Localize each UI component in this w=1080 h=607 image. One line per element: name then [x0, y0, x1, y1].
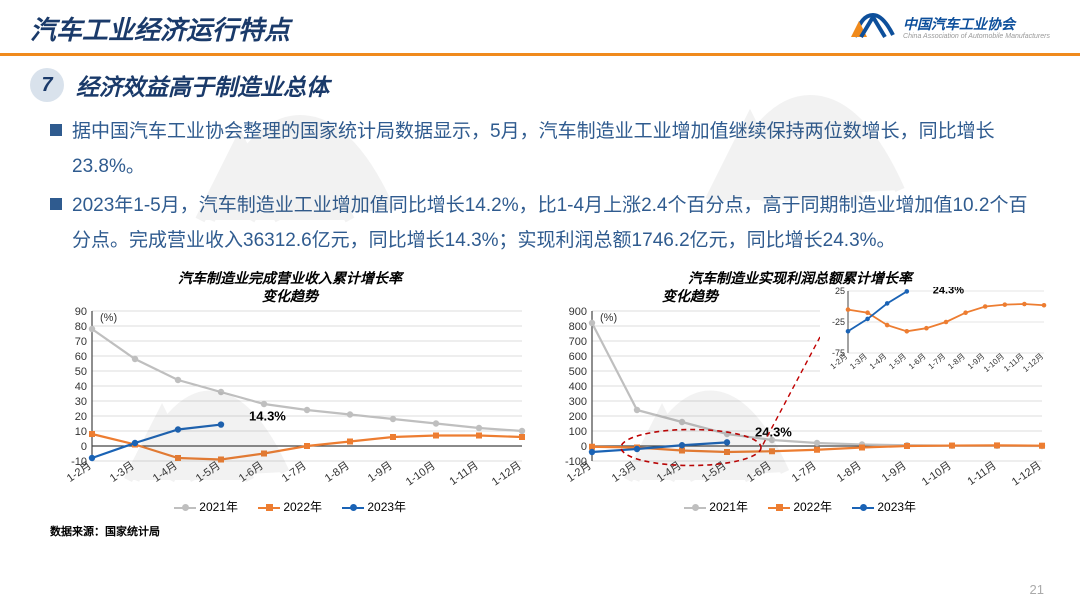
charts-row: 汽车制造业完成营业收入累计增长率 变化趋势 -10010203040506070… [0, 269, 1080, 515]
svg-text:1-3月: 1-3月 [108, 460, 137, 485]
svg-text:1-11月: 1-11月 [965, 460, 998, 488]
legend-item: 2023年 [342, 500, 406, 514]
svg-text:1-9月: 1-9月 [880, 460, 909, 485]
chart-right: 汽车制造业实现利润总额累计增长率 变化趋势 -10001002003004005… [550, 269, 1050, 515]
data-source-footnote: 数据来源：国家统计局 [0, 523, 1080, 539]
svg-text:60: 60 [75, 351, 87, 363]
svg-text:1-3月: 1-3月 [848, 351, 869, 370]
legend-item: 2021年 [174, 500, 238, 514]
svg-text:30: 30 [75, 396, 87, 408]
bullet-square-icon [50, 198, 62, 210]
section-title: 经济效益高于制造业总体 [76, 68, 329, 102]
section-number: 7 [30, 68, 64, 102]
svg-text:1-7月: 1-7月 [790, 460, 819, 485]
svg-text:24.3%: 24.3% [933, 287, 964, 296]
bullet-text: 据中国汽车工业协会整理的国家统计局数据显示，5月，汽车制造业工业增加值继续保持两… [72, 114, 1040, 184]
bullet-text: 2023年1-5月，汽车制造业工业增加值同比增长14.2%，比1-4月上涨2.4… [72, 188, 1040, 258]
svg-text:24.3%: 24.3% [755, 424, 792, 439]
svg-text:1-12月: 1-12月 [1021, 351, 1045, 373]
bullet-row: 2023年1-5月，汽车制造业工业增加值同比增长14.2%，比1-4月上涨2.4… [50, 188, 1040, 258]
svg-text:600: 600 [569, 351, 587, 363]
svg-text:70: 70 [75, 336, 87, 348]
svg-text:1-10月: 1-10月 [982, 351, 1006, 373]
legend-item: 2022年 [768, 500, 832, 514]
svg-text:1-5月: 1-5月 [194, 460, 223, 485]
svg-text:1-9月: 1-9月 [366, 460, 395, 485]
svg-text:1-7月: 1-7月 [280, 460, 309, 485]
svg-text:1-6月: 1-6月 [907, 351, 928, 370]
svg-text:0: 0 [81, 441, 87, 453]
svg-text:400: 400 [569, 381, 587, 393]
svg-text:800: 800 [569, 321, 587, 333]
svg-text:1-6月: 1-6月 [745, 460, 774, 485]
svg-text:1-6月: 1-6月 [237, 460, 266, 485]
svg-text:1-5月: 1-5月 [700, 460, 729, 485]
svg-text:50: 50 [75, 366, 87, 378]
header: 汽车工业经济运行特点 中国汽车工业协会 China Association of… [0, 0, 1080, 56]
body-text: 据中国汽车工业协会整理的国家统计局数据显示，5月，汽车制造业工业增加值继续保持两… [0, 110, 1080, 269]
svg-text:10: 10 [75, 426, 87, 438]
svg-text:1-4月: 1-4月 [655, 460, 684, 485]
svg-text:1-7月: 1-7月 [927, 351, 948, 370]
svg-text:40: 40 [75, 381, 87, 393]
bullet-square-icon [50, 124, 62, 136]
svg-text:1-8月: 1-8月 [835, 460, 864, 485]
chart-left-svg: -100102030405060708090(%)1-2月1-3月1-4月1-5… [50, 307, 530, 497]
legend-item: 2023年 [852, 500, 916, 514]
chart-left: 汽车制造业完成营业收入累计增长率 变化趋势 -10010203040506070… [50, 269, 530, 515]
svg-text:1-10月: 1-10月 [404, 460, 438, 489]
svg-text:-25: -25 [832, 317, 845, 327]
logo: 中国汽车工业协会 China Association of Automobile… [851, 11, 1050, 46]
svg-text:1-11月: 1-11月 [447, 460, 480, 488]
chart-right-title-l1: 汽车制造业实现利润总额累计增长率 [688, 270, 912, 286]
svg-text:14.3%: 14.3% [249, 408, 286, 423]
logo-mark-icon [851, 11, 895, 46]
svg-text:1-5月: 1-5月 [887, 351, 908, 370]
svg-text:1-11月: 1-11月 [1002, 351, 1026, 373]
page-title: 汽车工业经济运行特点 [30, 10, 290, 47]
svg-text:25: 25 [835, 287, 845, 296]
svg-text:0: 0 [581, 441, 587, 453]
svg-text:(%): (%) [100, 312, 117, 324]
svg-text:1-8月: 1-8月 [946, 351, 967, 370]
chart-right-legend: 2021年 2022年 2023年 [550, 498, 1050, 515]
svg-text:900: 900 [569, 307, 587, 318]
svg-text:1-4月: 1-4月 [151, 460, 180, 485]
legend-item: 2022年 [258, 500, 322, 514]
svg-text:80: 80 [75, 321, 87, 333]
chart-left-legend: 2021年 2022年 2023年 [50, 498, 530, 515]
svg-text:20: 20 [75, 411, 87, 423]
svg-text:1-8月: 1-8月 [323, 460, 352, 485]
legend-item: 2021年 [684, 500, 748, 514]
svg-text:1-12月: 1-12月 [1010, 460, 1044, 489]
bullet-row: 据中国汽车工业协会整理的国家统计局数据显示，5月，汽车制造业工业增加值继续保持两… [50, 114, 1040, 184]
svg-text:(%): (%) [600, 312, 617, 324]
chart-right-inset-svg: -75-25251-2月1-3月1-4月1-5月1-6月1-7月1-8月1-9月… [820, 287, 1048, 379]
chart-right-title-l2: 变化趋势 [662, 288, 718, 304]
page-number: 21 [1030, 582, 1044, 597]
chart-left-title-l2: 变化趋势 [262, 288, 318, 304]
chart-left-title-l1: 汽车制造业完成营业收入累计增长率 [178, 270, 402, 286]
svg-text:1-4月: 1-4月 [868, 351, 889, 370]
svg-text:700: 700 [569, 336, 587, 348]
logo-text: 中国汽车工业协会 [903, 17, 1050, 32]
chart-right-inset: -75-25251-2月1-3月1-4月1-5月1-6月1-7月1-8月1-9月… [820, 287, 1048, 379]
svg-text:1-10月: 1-10月 [920, 460, 954, 489]
svg-text:300: 300 [569, 396, 587, 408]
logo-subtext: China Association of Automobile Manufact… [903, 33, 1050, 40]
chart-left-title: 汽车制造业完成营业收入累计增长率 变化趋势 [50, 269, 530, 305]
svg-text:100: 100 [569, 426, 587, 438]
svg-text:1-3月: 1-3月 [610, 460, 639, 485]
svg-text:500: 500 [569, 366, 587, 378]
svg-text:90: 90 [75, 307, 87, 318]
subtitle-row: 7 经济效益高于制造业总体 [0, 56, 1080, 110]
svg-text:1-12月: 1-12月 [490, 460, 524, 489]
svg-text:200: 200 [569, 411, 587, 423]
